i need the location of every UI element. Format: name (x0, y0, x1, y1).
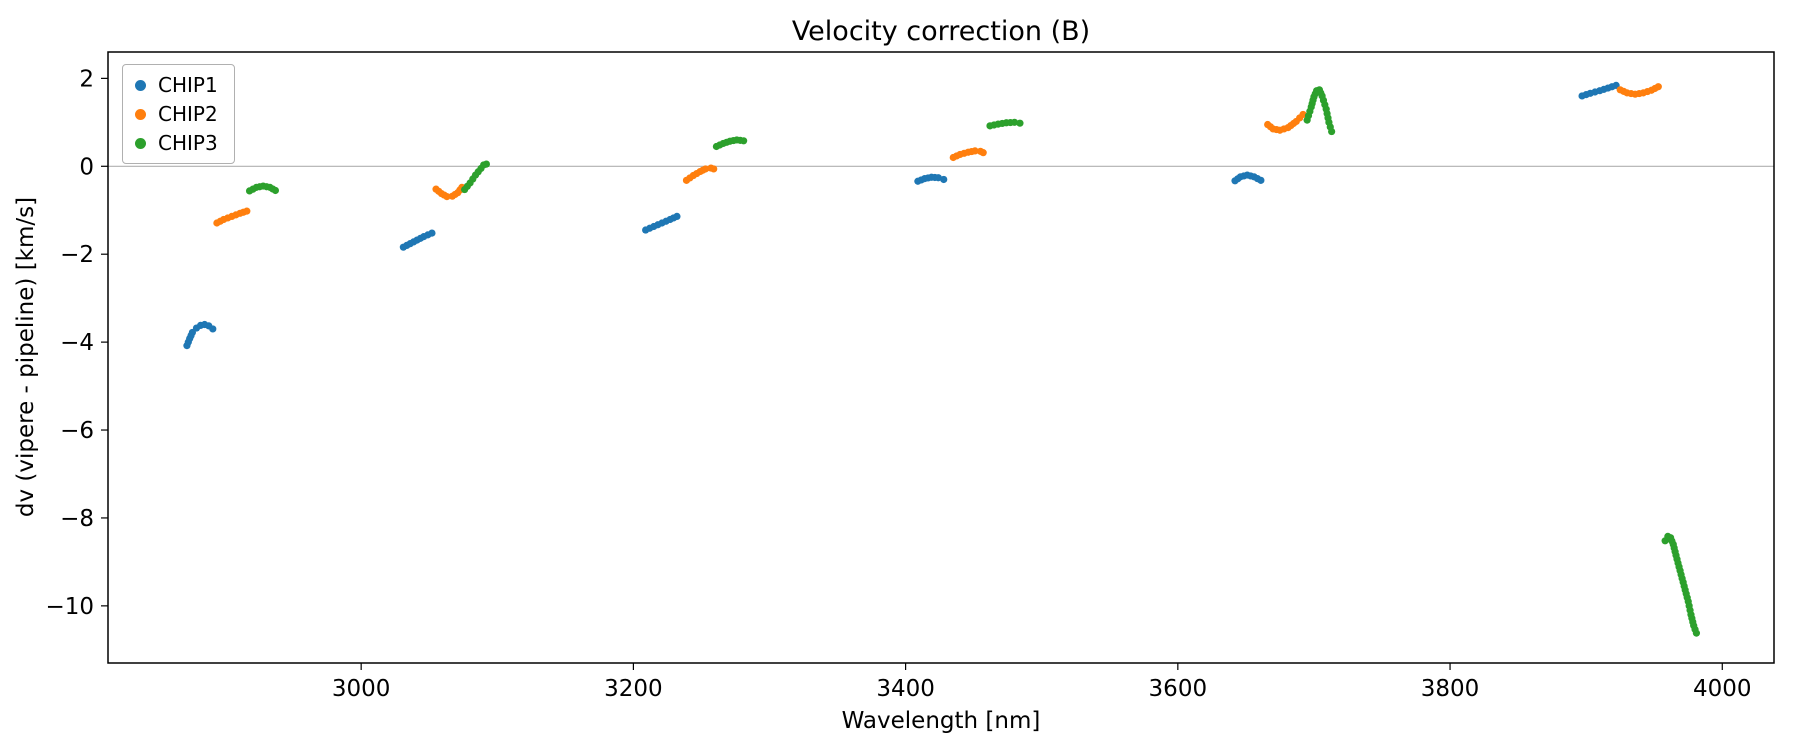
legend-marker-chip1 (135, 79, 146, 91)
series-chip2 (213, 83, 1662, 227)
y-tick-label: 2 (79, 66, 94, 92)
legend-marker-chip3 (135, 137, 146, 149)
y-tick-label: −4 (60, 330, 94, 356)
legend-label-chip1: CHIP1 (158, 73, 218, 97)
x-tick-label: 3200 (604, 676, 663, 702)
x-axis-label: Wavelength [nm] (841, 708, 1041, 734)
series-chip3 (245, 86, 1701, 637)
legend-marker-chip2 (135, 108, 146, 120)
y-tick-label: −6 (60, 418, 94, 444)
chart-title: Velocity correction (B) (791, 16, 1091, 47)
legend-item-chip1: CHIP1 (135, 75, 218, 95)
x-tick-label: 3800 (1421, 676, 1480, 702)
y-tick-label: 0 (79, 154, 94, 180)
legend-label-chip3: CHIP3 (158, 131, 218, 155)
legend-label-chip2: CHIP2 (158, 102, 218, 126)
x-tick-label: 3400 (876, 676, 935, 702)
legend: CHIP1 CHIP2 CHIP3 (122, 64, 235, 164)
y-tick-label: −8 (60, 506, 94, 532)
x-tick-label: 3000 (332, 676, 391, 702)
y-axis-label: dv (vipere - pipeline) [km/s] (13, 196, 39, 518)
y-tick-label: −10 (45, 594, 94, 620)
x-tick-label: 3600 (1149, 676, 1208, 702)
series-chip1 (183, 81, 1620, 350)
x-tick-label: 4000 (1693, 676, 1752, 702)
legend-item-chip2: CHIP2 (135, 104, 218, 124)
legend-item-chip3: CHIP3 (135, 133, 218, 153)
y-tick-label: −2 (60, 242, 94, 268)
